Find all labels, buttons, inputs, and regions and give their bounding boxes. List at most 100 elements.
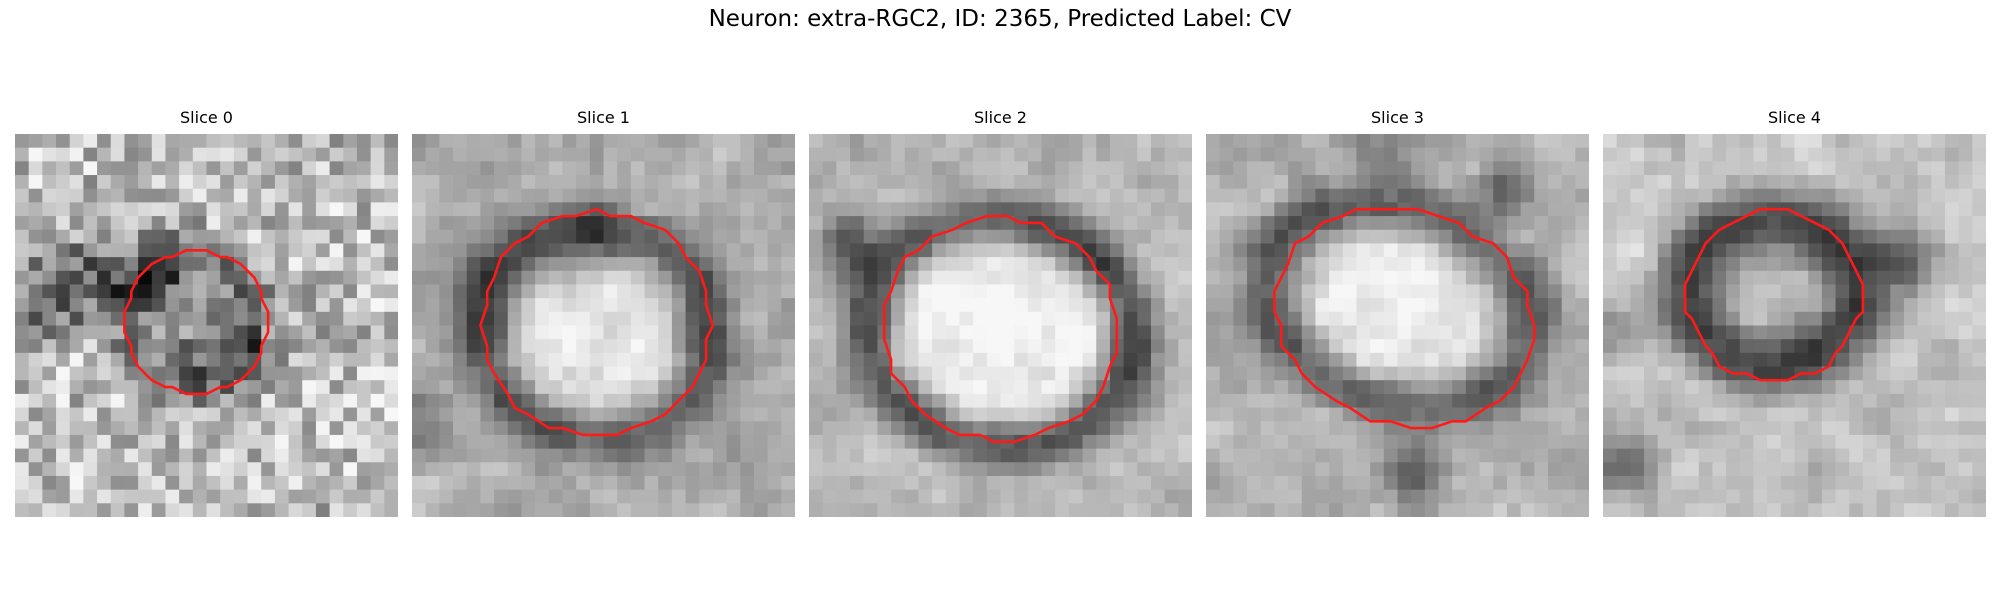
pixel <box>1849 503 1864 517</box>
pixel <box>206 202 221 217</box>
pixel <box>1616 475 1631 491</box>
pixel <box>726 161 741 176</box>
pixel <box>1616 188 1631 203</box>
pixel <box>1575 366 1589 381</box>
pixel <box>1301 147 1316 162</box>
pixel <box>1890 475 1905 491</box>
pixel <box>329 489 344 504</box>
pixel <box>712 325 728 340</box>
pixel <box>1411 352 1426 367</box>
pixel <box>453 216 468 231</box>
pixel <box>1479 188 1494 203</box>
pixel <box>124 380 139 395</box>
pixel <box>1452 434 1467 450</box>
pixel <box>535 270 550 285</box>
pixel <box>1561 421 1576 436</box>
pixel <box>1958 298 1973 313</box>
pixel <box>1603 421 1618 436</box>
pixel <box>603 175 618 190</box>
pixel <box>959 462 974 477</box>
pixel <box>1424 380 1439 395</box>
pixel <box>781 448 795 463</box>
pixel <box>671 257 686 272</box>
pixel <box>1917 202 1932 217</box>
pixel <box>822 147 837 162</box>
pixel <box>233 134 248 149</box>
pixel <box>1644 352 1659 367</box>
pixel <box>1452 489 1467 504</box>
pixel <box>863 134 878 149</box>
pixel <box>1767 147 1782 162</box>
pixel <box>1835 284 1850 299</box>
pixel <box>781 366 795 381</box>
pixel <box>1506 175 1522 190</box>
pixel <box>589 503 604 517</box>
pixel <box>192 339 207 354</box>
pixel <box>356 188 372 203</box>
pixel <box>1685 421 1700 436</box>
pixel <box>535 325 550 340</box>
pixel <box>562 175 577 190</box>
pixel <box>288 175 303 190</box>
pixel <box>1137 407 1152 422</box>
pixel <box>494 503 509 517</box>
pixel <box>1657 393 1672 408</box>
pixel <box>233 284 248 299</box>
pixel <box>439 325 454 340</box>
pixel <box>110 216 125 231</box>
pixel <box>1575 503 1589 517</box>
pixel <box>562 270 577 285</box>
pixel <box>315 243 331 258</box>
pixel <box>288 352 303 367</box>
pixel <box>712 407 728 422</box>
pixel <box>1712 298 1727 313</box>
pixel <box>918 270 933 285</box>
pixel <box>1821 421 1836 436</box>
pixel <box>206 325 221 340</box>
pixel <box>151 161 166 176</box>
pixel <box>959 257 974 272</box>
pixel <box>1411 257 1426 272</box>
pixel <box>1055 462 1070 477</box>
pixel <box>1301 352 1316 367</box>
pixel <box>425 407 440 422</box>
pixel <box>425 393 440 408</box>
pixel <box>521 257 536 272</box>
pixel <box>1109 147 1125 162</box>
pixel <box>274 380 289 395</box>
pixel <box>1206 352 1221 367</box>
pixel <box>1370 284 1385 299</box>
pixel <box>1055 243 1070 258</box>
pixel <box>1123 462 1138 477</box>
pixel <box>603 366 618 381</box>
pixel <box>302 216 317 231</box>
pixel <box>1356 229 1371 244</box>
pixel <box>1150 161 1166 176</box>
pixel <box>1808 243 1823 258</box>
pixel <box>1206 366 1221 381</box>
pixel <box>1068 311 1083 326</box>
pixel <box>1862 298 1877 313</box>
pixel <box>1520 393 1535 408</box>
pixel <box>562 448 577 463</box>
pixel <box>1862 134 1877 149</box>
pixel <box>1506 216 1522 231</box>
pixel <box>15 161 30 176</box>
pixel <box>1944 202 1960 217</box>
pixel <box>1288 448 1303 463</box>
pixel <box>1506 434 1522 450</box>
pixel <box>1150 270 1166 285</box>
pixel <box>138 298 153 313</box>
pixel <box>945 257 960 272</box>
pixel <box>904 380 919 395</box>
pixel <box>1178 257 1192 272</box>
pixel <box>685 134 700 149</box>
pixel <box>959 202 974 217</box>
pixel <box>891 202 906 217</box>
pixel <box>671 339 686 354</box>
pixel <box>1164 229 1179 244</box>
pixel <box>548 503 563 517</box>
pixel <box>1014 134 1029 149</box>
pixel <box>1041 188 1056 203</box>
pixel <box>1027 257 1042 272</box>
